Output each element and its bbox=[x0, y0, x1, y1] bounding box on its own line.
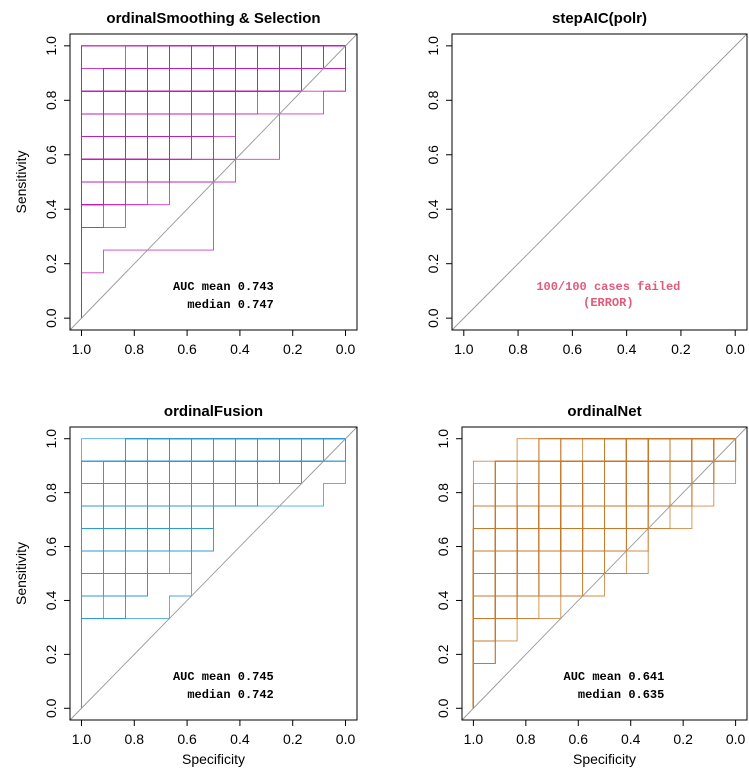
x-tick-label: 1.0 bbox=[464, 731, 484, 747]
auc-mean-annotation: AUC mean 0.641 bbox=[564, 670, 665, 684]
y-tick-label: 0.0 bbox=[425, 308, 441, 328]
failure-status: (ERROR) bbox=[583, 296, 633, 310]
y-tick-label: 0.4 bbox=[425, 199, 441, 219]
plot-frame bbox=[451, 33, 748, 331]
roc-panel-1: ordinalSmoothing & Selection 1.0 0.8 0.6 0.4… bbox=[13, 10, 358, 357]
y-axis-label: Sensitivity bbox=[13, 542, 29, 605]
roc-curves bbox=[472, 438, 737, 709]
x-tick-label: 0.6 bbox=[569, 731, 589, 747]
y-tick-label: 0.0 bbox=[43, 698, 59, 718]
panel-title: ordinalFusion bbox=[164, 403, 263, 420]
x-tick-label: 0.4 bbox=[617, 341, 637, 357]
x-tick-label: 0.8 bbox=[125, 731, 145, 747]
x-tick-label: 0.6 bbox=[177, 341, 197, 357]
plot-frame bbox=[461, 426, 748, 721]
x-tick-label: 0.2 bbox=[283, 731, 303, 747]
y-tick-label: 0.2 bbox=[425, 254, 441, 274]
y-tick-label: 1.0 bbox=[425, 36, 441, 56]
y-tick-label: 1.0 bbox=[43, 36, 59, 56]
panel-title: ordinalSmoothing & Selection bbox=[106, 10, 320, 27]
y-tick-label: 0.8 bbox=[435, 483, 451, 503]
x-tick-label: 0.8 bbox=[125, 341, 145, 357]
y-tick-label: 0.2 bbox=[43, 254, 59, 274]
x-tick-label: 0.4 bbox=[230, 341, 250, 357]
diagonal-reference-line bbox=[451, 33, 748, 331]
x-tick-label: 0.0 bbox=[336, 731, 356, 747]
x-tick-label: 0.4 bbox=[621, 731, 641, 747]
x-tick-label: 0.6 bbox=[177, 731, 197, 747]
x-tick-label: 1.0 bbox=[72, 341, 92, 357]
diagonal-reference-line bbox=[69, 426, 358, 721]
x-tick-label: 0.0 bbox=[726, 731, 746, 747]
y-axis-label: Sensitivity bbox=[13, 150, 29, 213]
y-tick-label: 0.8 bbox=[43, 483, 59, 503]
x-tick-label: 0.4 bbox=[230, 731, 250, 747]
y-tick-label: 0.4 bbox=[43, 199, 59, 219]
roc-panel-3: ordinalFusion 1.0 0.8 0.6 0.4 0.2 0.0 0.0 0.2 0.4… bbox=[13, 403, 358, 767]
x-axis-label: Specificity bbox=[182, 751, 245, 767]
y-tick-label: 0.6 bbox=[43, 145, 59, 165]
diagonal-reference-line bbox=[69, 33, 358, 331]
y-tick-label: 0.6 bbox=[425, 145, 441, 165]
roc-curve-line bbox=[81, 438, 346, 709]
plot-frame bbox=[69, 426, 358, 721]
y-tick-label: 0.4 bbox=[43, 591, 59, 611]
x-tick-label: 1.0 bbox=[454, 341, 474, 357]
y-tick-label: 0.8 bbox=[425, 90, 441, 110]
x-tick-label: 1.0 bbox=[72, 731, 92, 747]
diagonal-reference-line bbox=[461, 426, 748, 721]
x-tick-label: 0.0 bbox=[725, 341, 745, 357]
x-tick-label: 0.0 bbox=[336, 341, 356, 357]
plot-frame bbox=[69, 33, 358, 331]
y-tick-label: 1.0 bbox=[43, 429, 59, 449]
failure-message: 100/100 cases failed bbox=[536, 280, 680, 294]
y-tick-label: 1.0 bbox=[435, 429, 451, 449]
x-tick-label: 0.8 bbox=[516, 731, 536, 747]
roc-curve-line bbox=[81, 45, 346, 319]
y-tick-label: 0.4 bbox=[435, 591, 451, 611]
y-tick-label: 0.2 bbox=[43, 644, 59, 664]
x-tick-label: 0.2 bbox=[673, 731, 693, 747]
x-tick-label: 0.8 bbox=[508, 341, 528, 357]
roc-panel-2: stepAIC(polr) 1.0 0.8 0.6 0.4 0.2 0.0 0.0 0.2 0.4… bbox=[425, 10, 748, 357]
y-tick-label: 0.6 bbox=[43, 537, 59, 557]
auc-median-annotation: median 0.635 bbox=[578, 688, 664, 702]
roc-curves bbox=[81, 45, 346, 319]
x-axis-label: Specificity bbox=[573, 751, 636, 767]
x-tick-label: 0.6 bbox=[563, 341, 583, 357]
y-tick-label: 0.0 bbox=[435, 698, 451, 718]
panel-title: stepAIC(polr) bbox=[552, 10, 647, 27]
y-tick-label: 0.2 bbox=[435, 644, 451, 664]
auc-median-annotation: median 0.742 bbox=[187, 688, 273, 702]
panel-title: ordinalNet bbox=[567, 403, 641, 420]
auc-mean-annotation: AUC mean 0.743 bbox=[173, 280, 274, 294]
y-tick-label: 0.6 bbox=[435, 537, 451, 557]
x-tick-label: 0.2 bbox=[283, 341, 303, 357]
y-tick-label: 0.8 bbox=[43, 90, 59, 110]
roc-curves bbox=[81, 438, 346, 709]
y-tick-label: 0.0 bbox=[43, 308, 59, 328]
auc-median-annotation: median 0.747 bbox=[187, 298, 273, 312]
auc-mean-annotation: AUC mean 0.745 bbox=[173, 670, 274, 684]
roc-panel-4: ordinalNet 1.0 0.8 0.6 0.4 0.2 0.0 0.0 0.2 0.4 0.6… bbox=[435, 403, 748, 767]
x-tick-label: 0.2 bbox=[671, 341, 691, 357]
